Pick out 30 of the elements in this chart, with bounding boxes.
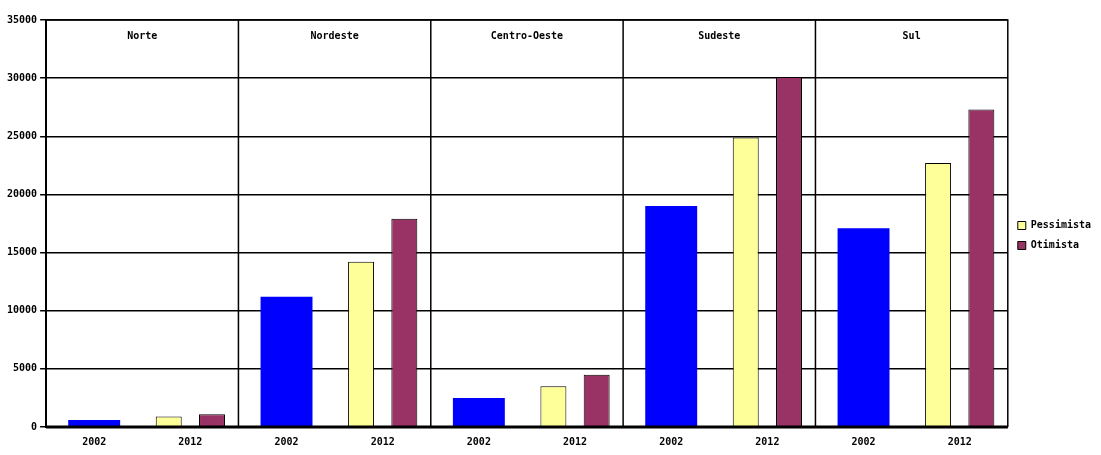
x-tick-label: 2002 — [466, 435, 491, 447]
annotation: Norte — [127, 29, 158, 41]
y-tick-label: 0 — [31, 420, 38, 432]
x-tick-label: 2012 — [755, 435, 780, 447]
y-tick-label: 10000 — [6, 304, 38, 316]
bar — [452, 397, 505, 427]
bar — [837, 228, 890, 427]
annotation: Sudeste — [698, 29, 741, 41]
x-tick-label: 2012 — [947, 435, 972, 447]
legend-label: Otimista — [1030, 239, 1079, 251]
bar — [68, 420, 121, 427]
annotation: Sul — [902, 29, 921, 41]
annotation: Centro-Oeste — [490, 29, 564, 41]
bar — [645, 206, 698, 427]
y-tick-label: 25000 — [6, 129, 38, 141]
y-tick-label: 15000 — [6, 246, 38, 258]
x-tick-label: 2012 — [178, 435, 203, 447]
annotation: Nordeste — [310, 29, 359, 41]
legend-label: Pessimista — [1030, 219, 1092, 231]
x-tick-label: 2002 — [659, 435, 684, 447]
y-tick-label: 30000 — [6, 71, 38, 83]
x-tick-label: 2002 — [851, 435, 876, 447]
y-tick-label: 35000 — [6, 13, 38, 25]
x-tick-label: 2012 — [370, 435, 395, 447]
y-tick-label: 5000 — [13, 362, 38, 374]
x-tick-label: 2002 — [274, 435, 299, 447]
x-tick-label: 2002 — [82, 435, 107, 447]
bar — [260, 296, 313, 427]
x-tick-label: 2012 — [562, 435, 588, 447]
y-tick-label: 20000 — [6, 188, 38, 200]
